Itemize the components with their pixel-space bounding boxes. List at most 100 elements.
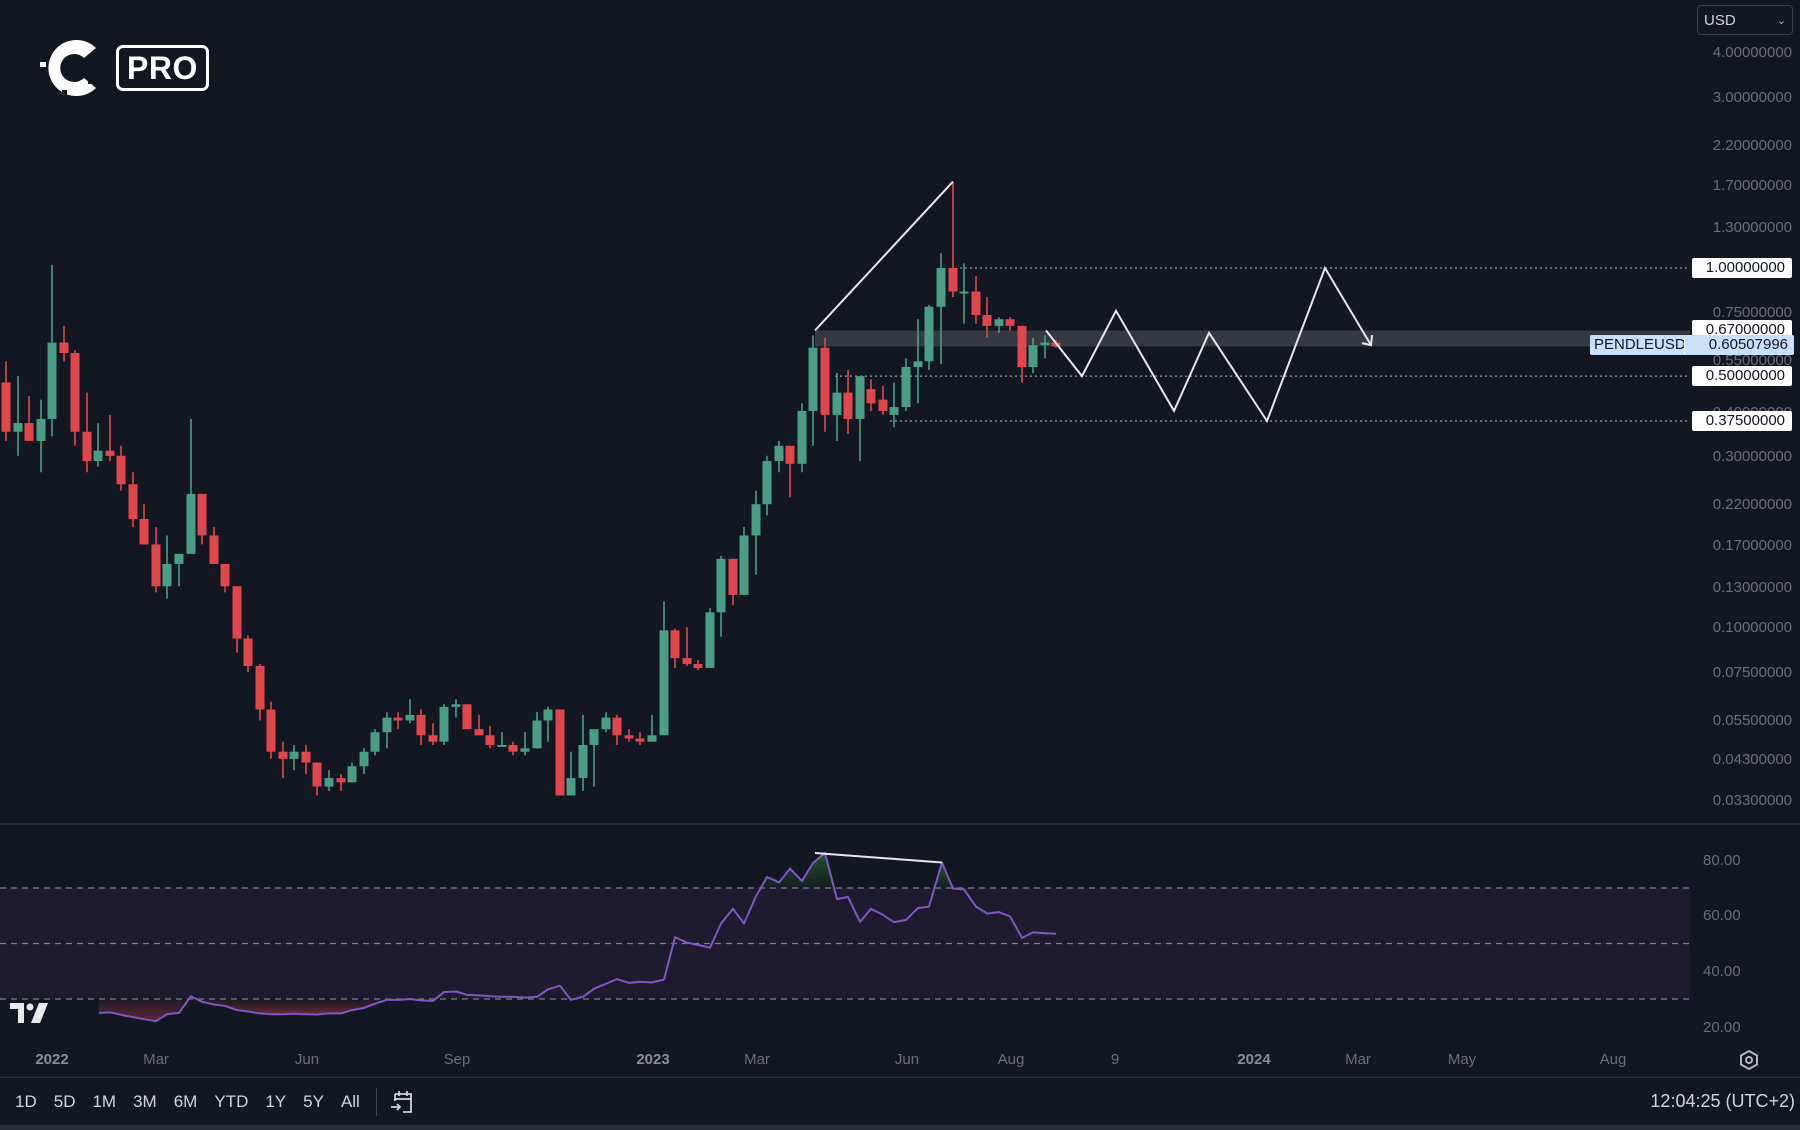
candle xyxy=(682,627,692,666)
price-axis-label: 2.20000000 xyxy=(1713,137,1792,154)
candle-body xyxy=(255,665,265,710)
projection-path[interactable] xyxy=(1045,265,1372,424)
candle xyxy=(70,350,80,446)
range-button-all[interactable]: All xyxy=(340,1092,360,1111)
candle xyxy=(543,706,553,742)
candle xyxy=(555,709,565,796)
time-range-buttons: 1D 5D 1M 3M 6M YTD 1Y 5Y All xyxy=(0,1092,366,1112)
candle xyxy=(566,751,576,796)
price-axis-label: 4.00000000 xyxy=(1713,44,1792,61)
rsi-pane[interactable] xyxy=(0,852,1690,1023)
candle xyxy=(289,744,299,771)
candle xyxy=(197,493,207,545)
candle xyxy=(255,663,265,721)
clock-timezone[interactable]: 12:04:25 (UTC+2) xyxy=(1650,1091,1795,1111)
candle xyxy=(843,370,853,435)
time-axis-label: Aug xyxy=(998,1051,1025,1068)
trend-line[interactable] xyxy=(814,180,954,332)
price-axis-label: 0.07500000 xyxy=(1713,664,1792,681)
candle-body xyxy=(532,720,542,749)
candle xyxy=(336,774,346,791)
rsi-divergence-line[interactable] xyxy=(814,852,943,864)
candle-body xyxy=(670,630,680,659)
candle xyxy=(128,472,138,528)
candle xyxy=(312,762,322,796)
range-button-6m[interactable]: 6M xyxy=(173,1092,198,1111)
go-to-date-calendar-icon[interactable] xyxy=(389,1088,415,1116)
candle-body xyxy=(151,544,161,587)
candle xyxy=(347,762,357,783)
range-button-5d[interactable]: 5D xyxy=(53,1092,76,1111)
candle xyxy=(1028,337,1038,374)
currency-value: USD xyxy=(1704,11,1736,29)
candle-body xyxy=(36,418,46,441)
candle-body xyxy=(312,762,322,787)
currency-select[interactable]: USD ⌄ xyxy=(1697,5,1793,35)
candle xyxy=(474,714,484,736)
candle-body xyxy=(647,735,657,742)
rsi-line[interactable] xyxy=(98,852,1057,1023)
candle xyxy=(382,712,392,749)
candle xyxy=(751,490,761,575)
candle-body xyxy=(971,291,981,315)
support-zone[interactable] xyxy=(815,330,1690,347)
rsi-axis[interactable]: 80.00 60.00 40.00 20.00 xyxy=(1703,852,1741,1036)
candle-body xyxy=(659,630,669,736)
candle xyxy=(1005,317,1015,331)
range-button-ytd[interactable]: YTD xyxy=(214,1092,249,1111)
candle xyxy=(659,601,669,736)
candle xyxy=(220,563,230,593)
tradingview-logo-icon[interactable] xyxy=(10,1003,50,1025)
candle xyxy=(739,527,749,595)
time-axis-label: Sep xyxy=(444,1051,471,1068)
rsi-oversold-fill xyxy=(99,999,189,1022)
rsi-oversold-fill xyxy=(196,999,410,1015)
settings-gear-icon[interactable] xyxy=(1738,1049,1760,1071)
price-axis-label: 0.03300000 xyxy=(1713,792,1792,809)
candle-body xyxy=(485,735,495,745)
candle xyxy=(647,714,657,742)
candle-body xyxy=(82,431,92,462)
candle-body xyxy=(601,717,611,730)
candle xyxy=(174,553,184,587)
time-axis-label: Mar xyxy=(143,1051,169,1068)
candle-body xyxy=(913,361,923,368)
range-button-1d[interactable]: 1D xyxy=(15,1092,37,1111)
candle xyxy=(913,319,923,404)
candle-body xyxy=(416,714,426,736)
arrow-head-icon xyxy=(1361,335,1373,347)
candle-body xyxy=(428,735,438,742)
candle-body xyxy=(948,268,958,292)
candle xyxy=(151,527,161,593)
time-axis-label: 2023 xyxy=(636,1051,669,1068)
candle-body xyxy=(359,751,369,767)
candle xyxy=(359,748,369,775)
price-axis[interactable]: 4.00000000 3.00000000 2.20000000 1.70000000… xyxy=(1713,44,1792,809)
candle-body xyxy=(508,744,518,752)
candle-body xyxy=(693,663,703,668)
range-button-3m[interactable]: 3M xyxy=(133,1092,157,1111)
price-axis-label: 0.10000000 xyxy=(1713,619,1792,636)
range-button-5y[interactable]: 5Y xyxy=(303,1092,324,1111)
candle xyxy=(971,276,981,324)
candle xyxy=(405,699,415,724)
candle-body xyxy=(705,612,715,668)
candle-body xyxy=(405,714,415,721)
range-button-1y[interactable]: 1Y xyxy=(265,1092,287,1111)
price-pane[interactable] xyxy=(1,180,1691,796)
candle xyxy=(209,527,219,564)
price-axis-label: 0.17000000 xyxy=(1713,537,1792,554)
candle xyxy=(278,741,288,779)
range-button-1m[interactable]: 1M xyxy=(92,1092,117,1111)
candle-body xyxy=(243,638,253,666)
candle-body xyxy=(47,342,57,419)
candle-body xyxy=(728,558,738,595)
candle xyxy=(116,445,126,491)
candle-body xyxy=(474,729,484,736)
time-axis[interactable]: 2022 Mar Jun Sep 2023 Mar Jun Aug 9 2024 Mar May Aug xyxy=(35,1051,1626,1068)
candle-body xyxy=(116,455,126,485)
candle-body xyxy=(878,399,888,411)
price-level-tag: 0.37500000 xyxy=(1692,411,1792,431)
candle xyxy=(785,445,795,498)
